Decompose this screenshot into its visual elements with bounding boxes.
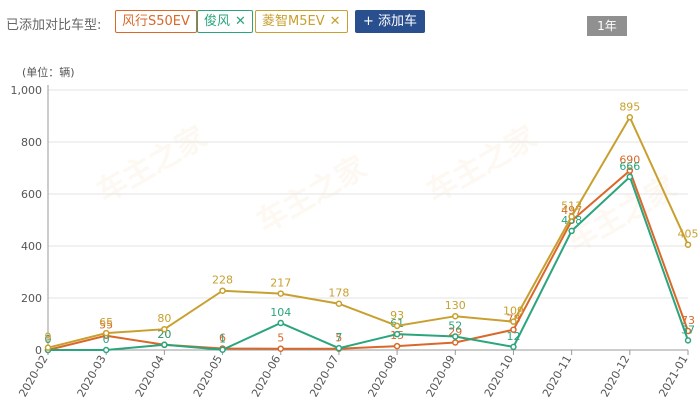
compare-toolbar: 已添加对比车型: 风行S50EV 俊风 ✕ 菱智M5EV ✕ + 添加车 1年 (0, 0, 700, 44)
data-point (161, 341, 168, 349)
data-label: 7 (335, 331, 342, 344)
data-label: 228 (212, 274, 233, 287)
data-point (277, 290, 284, 297)
y-tick-label: 200 (21, 292, 42, 305)
x-tick-label: 2020-06 (249, 353, 283, 399)
data-point (219, 346, 226, 353)
data-point (452, 312, 459, 320)
series-chip-lingzhi-m5ev[interactable]: 菱智M5EV ✕ (255, 10, 348, 33)
x-tick-label: 2020-09 (424, 353, 458, 399)
data-point (102, 329, 110, 337)
data-label: 5 (335, 332, 342, 345)
y-tick-label: 800 (21, 136, 42, 149)
close-icon[interactable]: ✕ (235, 14, 246, 29)
x-tick-label: 2020-10 (482, 353, 516, 399)
data-label: 6 (219, 331, 226, 344)
data-point (568, 227, 575, 235)
x-tick-label: 2020-05 (191, 353, 225, 399)
data-point (452, 339, 459, 346)
data-label: 0 (45, 333, 52, 346)
data-label: 1 (219, 333, 226, 346)
data-point (44, 344, 52, 351)
data-label: 65 (99, 316, 113, 329)
data-label: 52 (448, 319, 462, 332)
x-tick-label: 2021-01 (656, 353, 690, 399)
series-chip-junfeng[interactable]: 俊风 ✕ (197, 10, 253, 33)
x-tick-label: 2020-03 (75, 353, 109, 399)
y-tick-label: 400 (21, 240, 42, 253)
data-label: 55 (99, 319, 113, 332)
data-label: 895 (619, 100, 640, 113)
data-label: 20 (157, 328, 171, 341)
data-label: 9 (45, 331, 52, 344)
close-icon[interactable]: ✕ (329, 14, 341, 29)
data-label: 130 (445, 299, 466, 312)
data-point (335, 300, 343, 307)
data-point (510, 318, 517, 325)
x-tick-label: 2020-04 (133, 353, 167, 399)
data-label: 178 (328, 287, 349, 300)
data-point (277, 319, 284, 327)
series-line (48, 175, 689, 351)
data-point (452, 333, 459, 340)
compare-label: 已添加对比车型: (6, 18, 102, 33)
series-line (47, 115, 689, 349)
y-tick-label: 600 (21, 188, 42, 201)
data-point (626, 173, 634, 181)
data-label: 37 (681, 323, 695, 336)
data-label: 690 (619, 154, 640, 167)
series-chip-fengxing-s50ev[interactable]: 风行S50EV (115, 10, 197, 33)
x-tick-label: 2020-08 (365, 353, 399, 399)
data-point (393, 342, 401, 350)
data-point (161, 325, 168, 333)
x-tick-label: 2020-11 (540, 353, 574, 399)
data-point (277, 345, 284, 352)
data-label: 458 (561, 214, 582, 227)
data-point (393, 330, 401, 338)
data-label: 109 (503, 305, 524, 318)
data-label: 104 (270, 306, 291, 319)
data-label: 29 (448, 325, 462, 338)
data-point (684, 241, 692, 248)
data-label: 0 (103, 333, 110, 346)
data-label: 5 (277, 332, 284, 345)
data-point (568, 213, 575, 220)
y-tick-label: 1,000 (11, 84, 43, 97)
data-label: 12 (506, 330, 520, 343)
data-point (335, 344, 343, 352)
period-1-year-button[interactable]: 1年 (587, 16, 627, 36)
add-car-button[interactable]: + 添加车 (355, 10, 426, 33)
data-point (510, 343, 517, 351)
chip-label: 俊风 (204, 14, 231, 29)
data-label: 93 (390, 309, 404, 322)
data-label: 666 (619, 160, 640, 173)
x-tick-label: 2020-02 (16, 353, 50, 399)
chip-label: 菱智M5EV (262, 14, 325, 29)
data-label: 405 (678, 228, 699, 241)
data-label: 217 (270, 277, 291, 290)
data-label: 20 (157, 328, 171, 341)
x-tick-label: 2020-12 (598, 353, 632, 399)
y-unit-label: (单位：辆) (22, 66, 75, 79)
data-label: 0 (45, 333, 52, 346)
data-label: 513 (561, 200, 582, 213)
data-point (219, 287, 226, 294)
data-point (393, 322, 401, 330)
y-tick-label: 0 (35, 344, 42, 357)
data-label: 80 (157, 312, 171, 325)
data-point (626, 114, 634, 121)
data-point (684, 337, 692, 344)
data-point (102, 346, 110, 354)
series-line (47, 168, 689, 351)
chip-label: 风行S50EV (122, 14, 190, 29)
data-point (626, 167, 634, 174)
data-label: 73 (681, 314, 695, 327)
data-point (510, 326, 517, 333)
x-tick-label: 2020-07 (307, 353, 341, 399)
